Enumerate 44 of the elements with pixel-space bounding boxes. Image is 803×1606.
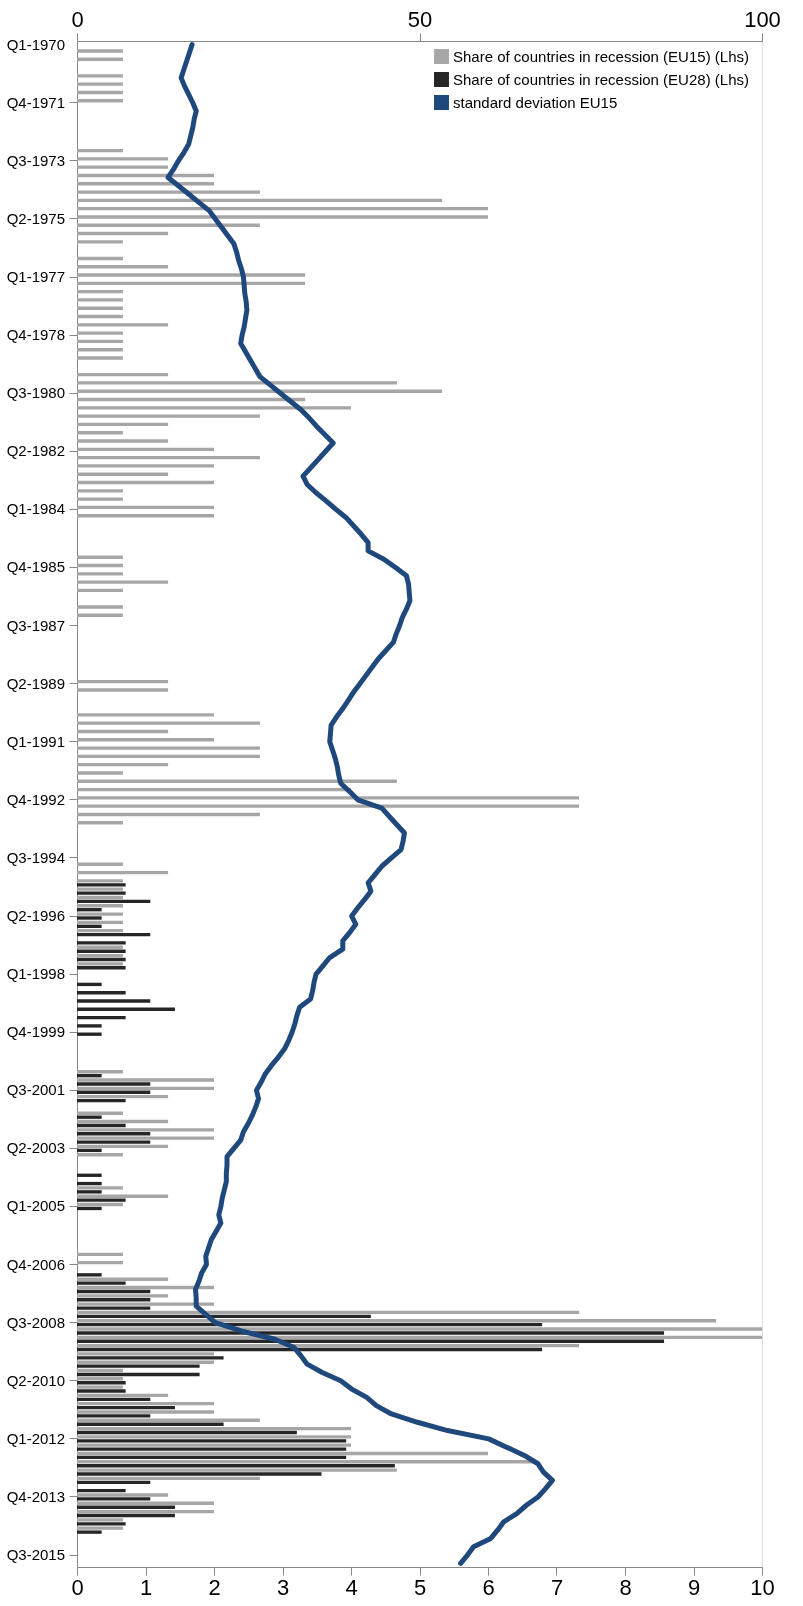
x-tick-label: 10 xyxy=(750,1574,775,1600)
y-tick-label: Q3-1980 xyxy=(6,384,65,402)
legend-label: Share of countries in recession (EU15) (Lhs) xyxy=(453,47,749,65)
y-tick-label: Q4-2013 xyxy=(6,1487,65,1505)
x-tick-label: 4 xyxy=(345,1574,358,1600)
y-tick-label: Q2-2003 xyxy=(6,1139,65,1157)
x-tick-label: 2 xyxy=(208,1574,221,1600)
y-tick-label: Q2-1989 xyxy=(6,674,65,692)
y-tick-label: Q4-1999 xyxy=(6,1023,65,1041)
x-tick-label: 0 xyxy=(71,1574,84,1600)
y-tick-label: Q2-2010 xyxy=(6,1371,65,1389)
y-tick-label: Q2-1982 xyxy=(6,442,65,460)
x-tick-label: 9 xyxy=(687,1574,701,1600)
y-tick-label: Q3-1987 xyxy=(6,616,65,634)
x-tick-label: 7 xyxy=(550,1574,564,1600)
y-tick-label: Q4-1978 xyxy=(6,326,65,344)
y-tick-label: Q4-1985 xyxy=(6,558,65,576)
x-tick-label: 3 xyxy=(276,1574,290,1600)
y-tick-label: Q2-1996 xyxy=(6,907,65,925)
x-tick-label: 1 xyxy=(139,1574,153,1600)
y-tick-label: Q4-1992 xyxy=(6,790,65,808)
x-tick-label: 8 xyxy=(619,1574,632,1600)
y-tick-label: Q1-2005 xyxy=(6,1197,65,1215)
y-tick-label: Q1-1984 xyxy=(6,500,65,518)
y-tick-label: Q4-2006 xyxy=(6,1255,65,1273)
legend-label: standard deviation EU15 xyxy=(453,93,618,111)
y-tick-label: Q1-1977 xyxy=(6,268,65,286)
x2-tick-label: 0 xyxy=(71,6,84,32)
x-tick-label: 5 xyxy=(413,1574,427,1600)
y-tick-label: Q1-1998 xyxy=(6,965,65,983)
y-tick-label: Q1-1991 xyxy=(6,732,65,750)
x-tick-label: 6 xyxy=(482,1574,495,1600)
y-tick-label: Q2-1975 xyxy=(6,209,65,227)
y-tick-label: Q1-2012 xyxy=(6,1429,65,1447)
y-tick-label: Q3-1994 xyxy=(6,848,65,866)
y-tick-label: Q3-2001 xyxy=(6,1081,65,1099)
y-tick-label: Q3-1973 xyxy=(6,151,65,169)
x2-tick-label: 100 xyxy=(744,6,781,32)
y-tick-label: Q3-2015 xyxy=(6,1546,65,1564)
y-tick-label: Q4-1971 xyxy=(6,93,65,111)
x2-tick-label: 50 xyxy=(407,6,433,32)
y-tick-label: Q1-1970 xyxy=(6,35,65,53)
y-tick-label: Q3-2008 xyxy=(6,1313,65,1331)
legend-label: Share of countries in recession (EU28) (Lhs) xyxy=(453,70,749,88)
